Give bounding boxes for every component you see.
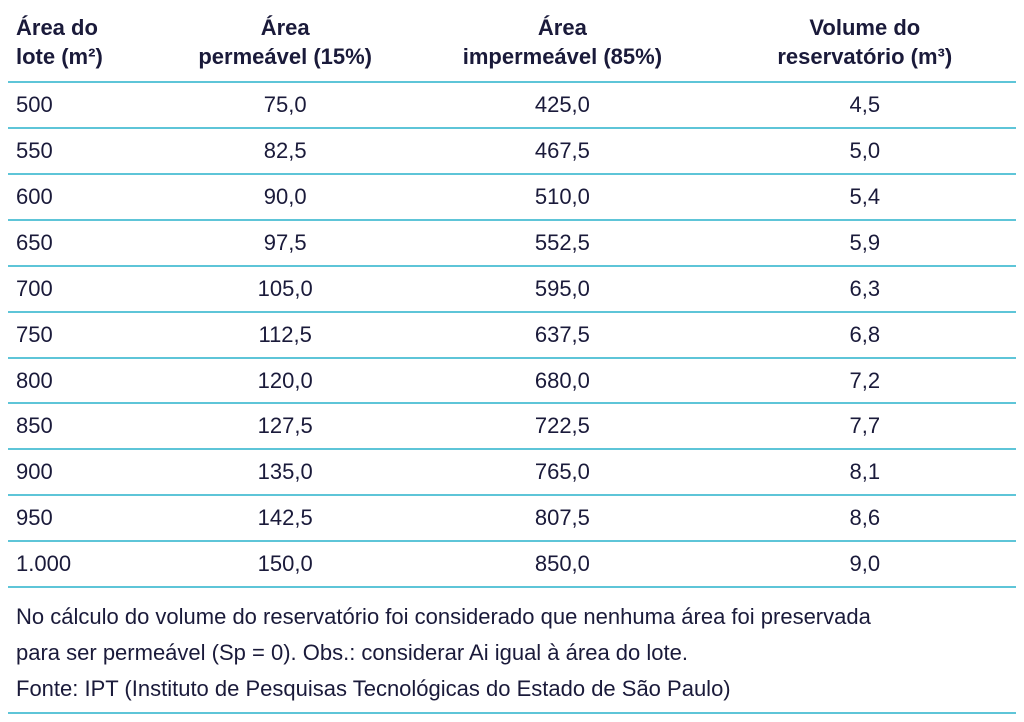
table-row: 650 97,5 552,5 5,9 (8, 220, 1016, 266)
cell-permeavel: 97,5 (159, 220, 411, 266)
table-row: 850 127,5 722,5 7,7 (8, 403, 1016, 449)
table-row: 750 112,5 637,5 6,8 (8, 312, 1016, 358)
col-header-lote-line2: lote (m²) (16, 44, 103, 69)
col-header-impermeavel-line2: impermeável (85%) (463, 44, 662, 69)
cell-impermeavel: 552,5 (411, 220, 713, 266)
cell-volume: 7,7 (714, 403, 1016, 449)
cell-volume: 5,4 (714, 174, 1016, 220)
cell-impermeavel: 680,0 (411, 358, 713, 404)
col-header-permeavel-line1: Área (261, 15, 310, 40)
cell-lote: 800 (8, 358, 159, 404)
cell-permeavel: 150,0 (159, 541, 411, 587)
cell-volume: 6,8 (714, 312, 1016, 358)
col-header-impermeavel: Área impermeável (85%) (411, 8, 713, 82)
footer-line3: Fonte: IPT (Instituto de Pesquisas Tecno… (16, 672, 1008, 706)
cell-permeavel: 75,0 (159, 82, 411, 128)
table-row: 600 90,0 510,0 5,4 (8, 174, 1016, 220)
cell-volume: 5,9 (714, 220, 1016, 266)
cell-impermeavel: 595,0 (411, 266, 713, 312)
cell-lote: 650 (8, 220, 159, 266)
cell-volume: 4,5 (714, 82, 1016, 128)
cell-permeavel: 120,0 (159, 358, 411, 404)
col-header-volume-line2: reservatório (m³) (777, 44, 952, 69)
footer-line2: para ser permeável (Sp = 0). Obs.: consi… (16, 636, 1008, 670)
cell-impermeavel: 510,0 (411, 174, 713, 220)
cell-permeavel: 142,5 (159, 495, 411, 541)
cell-volume: 9,0 (714, 541, 1016, 587)
table-row: 1.000 150,0 850,0 9,0 (8, 541, 1016, 587)
table-header: Área do lote (m²) Área permeável (15%) Á… (8, 8, 1016, 82)
cell-volume: 6,3 (714, 266, 1016, 312)
cell-impermeavel: 722,5 (411, 403, 713, 449)
cell-permeavel: 105,0 (159, 266, 411, 312)
cell-lote: 850 (8, 403, 159, 449)
cell-volume: 8,1 (714, 449, 1016, 495)
cell-lote: 900 (8, 449, 159, 495)
table-row: 500 75,0 425,0 4,5 (8, 82, 1016, 128)
footer-note: No cálculo do volume do reservatório foi… (8, 588, 1016, 714)
cell-lote: 700 (8, 266, 159, 312)
cell-permeavel: 82,5 (159, 128, 411, 174)
cell-volume: 8,6 (714, 495, 1016, 541)
cell-impermeavel: 807,5 (411, 495, 713, 541)
cell-permeavel: 135,0 (159, 449, 411, 495)
cell-impermeavel: 765,0 (411, 449, 713, 495)
col-header-lote: Área do lote (m²) (8, 8, 159, 82)
cell-permeavel: 127,5 (159, 403, 411, 449)
cell-lote: 600 (8, 174, 159, 220)
col-header-impermeavel-line1: Área (538, 15, 587, 40)
table-row: 800 120,0 680,0 7,2 (8, 358, 1016, 404)
cell-impermeavel: 467,5 (411, 128, 713, 174)
col-header-volume: Volume do reservatório (m³) (714, 8, 1016, 82)
cell-permeavel: 112,5 (159, 312, 411, 358)
footer-line1: No cálculo do volume do reservatório foi… (16, 600, 1008, 634)
cell-volume: 7,2 (714, 358, 1016, 404)
table-row: 950 142,5 807,5 8,6 (8, 495, 1016, 541)
table-body: 500 75,0 425,0 4,5 550 82,5 467,5 5,0 60… (8, 82, 1016, 587)
cell-permeavel: 90,0 (159, 174, 411, 220)
cell-lote: 750 (8, 312, 159, 358)
cell-impermeavel: 425,0 (411, 82, 713, 128)
table-row: 900 135,0 765,0 8,1 (8, 449, 1016, 495)
cell-lote: 550 (8, 128, 159, 174)
header-row: Área do lote (m²) Área permeável (15%) Á… (8, 8, 1016, 82)
cell-impermeavel: 637,5 (411, 312, 713, 358)
cell-volume: 5,0 (714, 128, 1016, 174)
cell-lote: 950 (8, 495, 159, 541)
col-header-permeavel-line2: permeável (15%) (198, 44, 372, 69)
data-table-container: Área do lote (m²) Área permeável (15%) Á… (8, 8, 1016, 714)
cell-lote: 1.000 (8, 541, 159, 587)
col-header-volume-line1: Volume do (809, 15, 920, 40)
table-row: 550 82,5 467,5 5,0 (8, 128, 1016, 174)
col-header-lote-line1: Área do (16, 15, 98, 40)
col-header-permeavel: Área permeável (15%) (159, 8, 411, 82)
cell-lote: 500 (8, 82, 159, 128)
cell-impermeavel: 850,0 (411, 541, 713, 587)
table-row: 700 105,0 595,0 6,3 (8, 266, 1016, 312)
reservoir-table: Área do lote (m²) Área permeável (15%) Á… (8, 8, 1016, 588)
